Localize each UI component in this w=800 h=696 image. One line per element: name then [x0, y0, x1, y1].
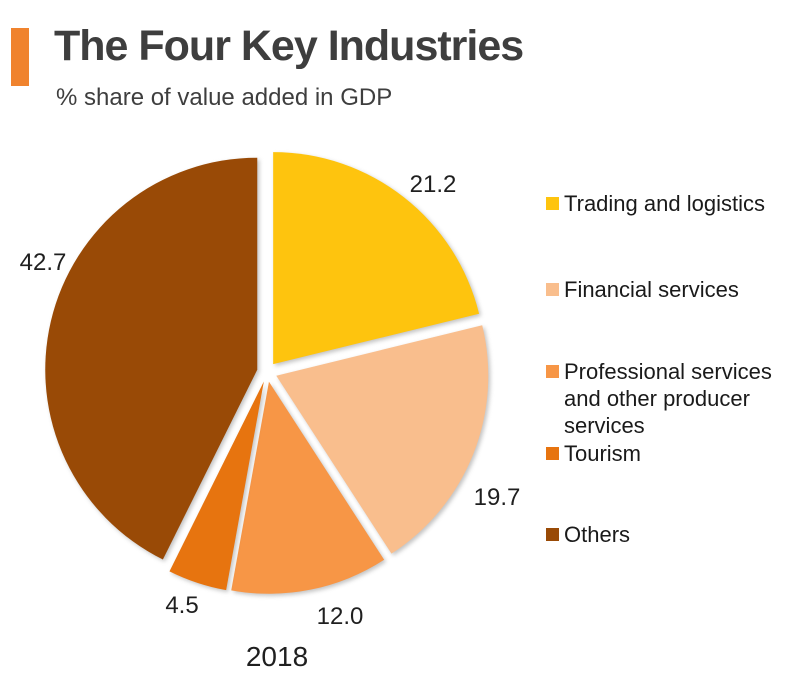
value-label-financial-services: 19.7 [473, 484, 521, 511]
legend-label-others: Others [564, 522, 631, 547]
value-label-tourism: 4.5 [165, 592, 199, 619]
legend-item-tourism: Tourism [546, 440, 796, 467]
legend-label-trading-and-logistics: Trading and logistics [564, 191, 765, 216]
legend-swatch-tourism [546, 447, 559, 460]
legend-swatch-professional-services [546, 365, 559, 378]
pie-slice-1 [276, 325, 489, 554]
pie-slice-3 [169, 381, 264, 591]
legend-item-others: Others [546, 521, 796, 548]
value-label-others: 42.7 [19, 249, 67, 276]
value-label-trading-and-logistics: 21.2 [409, 171, 457, 198]
page-title: The Four Key Industries [54, 22, 524, 70]
year-label: 2018 [245, 641, 309, 672]
legend-swatch-financial-services [546, 283, 559, 296]
legend-label-financial-services: Financial services [564, 277, 739, 302]
legend-swatch-others [546, 528, 559, 541]
pie-slice-0 [273, 152, 480, 365]
legend-item-professional-services: Professional services and other producer… [546, 358, 796, 439]
legend-label-tourism: Tourism [564, 441, 642, 466]
pie-slice-4 [45, 157, 258, 560]
page-subtitle: % share of value added in GDP [56, 84, 393, 111]
pie-slice-2 [231, 381, 385, 594]
value-label-professional-services: 12.0 [316, 603, 364, 630]
title-accent-bar [11, 28, 29, 86]
legend-item-financial-services: Financial services [546, 276, 796, 303]
legend-swatch-trading-and-logistics [546, 197, 559, 210]
legend-label-professional-services: Professional services and other producer… [564, 359, 772, 438]
legend-item-trading-and-logistics: Trading and logistics [546, 190, 796, 217]
